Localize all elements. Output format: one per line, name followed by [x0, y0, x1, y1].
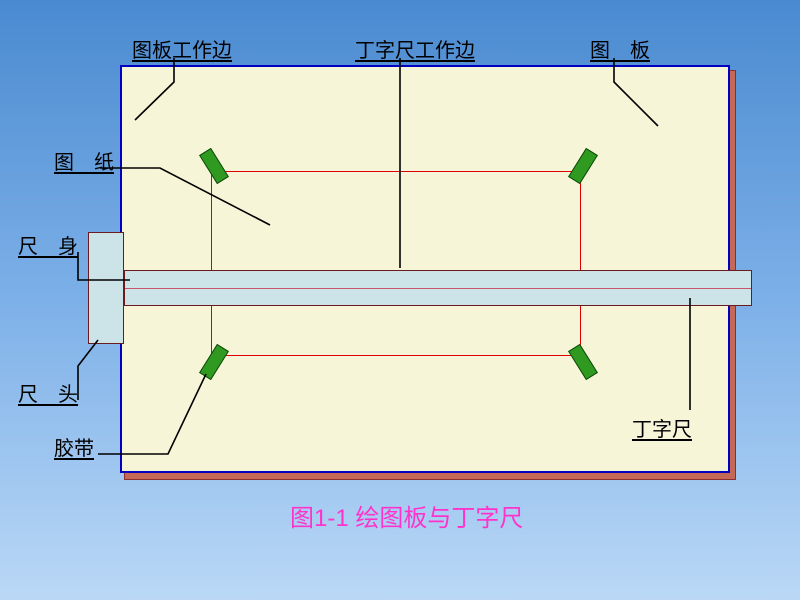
tsquare-body [124, 270, 752, 306]
label-ruler-head: 尺 头 [18, 378, 78, 407]
label-board: 图 板 [590, 34, 650, 63]
label-paper: 图 纸 [54, 146, 114, 175]
label-ruler-body: 尺 身 [18, 230, 78, 259]
tsquare-head [88, 232, 124, 344]
paper-outline [211, 171, 581, 356]
label-board-working-edge: 图板工作边 [132, 34, 232, 63]
label-tape: 胶带 [54, 432, 94, 461]
tsquare-center-line [125, 288, 751, 289]
label-tsquare-working-edge: 丁字尺工作边 [355, 34, 475, 63]
label-tsquare: 丁字尺 [632, 413, 692, 442]
figure-caption: 图1-1 绘图板与丁字尺 [290, 498, 523, 533]
